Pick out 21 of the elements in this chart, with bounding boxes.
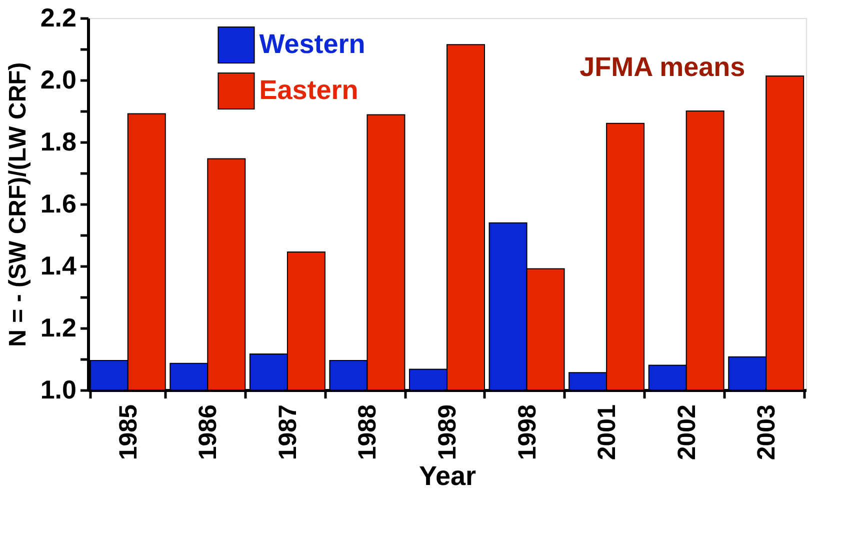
x-tick-label: 2001 [593, 404, 622, 460]
x-tick-label: 1988 [354, 404, 382, 460]
x-tick-label: 1985 [114, 404, 142, 460]
annotation: JFMA means [580, 52, 746, 82]
y-axis-title: N = - (SW CRF)/(LW CRF) [4, 62, 32, 347]
x-axis-title: Year [418, 461, 477, 492]
y-tick-label: 1.0 [40, 374, 76, 404]
x-tick-label: 1986 [194, 404, 222, 460]
y-tick-label: 1.2 [40, 312, 76, 342]
x-tick-label: 2002 [672, 404, 701, 460]
legend-label: Western [259, 29, 366, 59]
x-tick-label: 1989 [434, 404, 462, 460]
y-tick-label: 2.0 [40, 64, 76, 94]
x-tick-label: 1998 [513, 404, 542, 460]
legend-label: Eastern [259, 75, 358, 105]
y-tick-label: 1.6 [40, 188, 76, 218]
y-tick-label: 1.8 [40, 126, 76, 156]
y-tick-label: 2.2 [40, 2, 76, 32]
x-tick-label: 1987 [274, 404, 302, 460]
x-tick-label: 2003 [752, 404, 781, 460]
y-tick-label: 1.4 [40, 250, 78, 280]
